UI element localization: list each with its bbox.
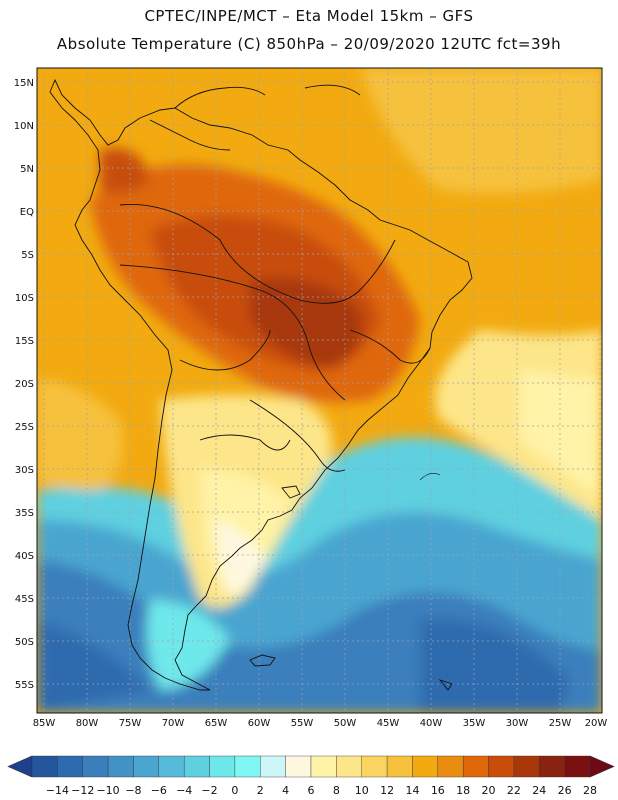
lon-label: 25W	[549, 718, 572, 729]
lon-label: 50W	[334, 718, 357, 729]
colorbar-swatch	[158, 755, 185, 778]
colorbar: −14 −12 −10 −8 −6 −4 −2 0 2 4 6 8 10 12 14 16 18 20 22 24 26…	[7, 755, 615, 797]
colorbar-label: 22	[507, 784, 521, 797]
colorbar-swatch	[488, 755, 515, 778]
colorbar-label: 10	[355, 784, 369, 797]
lat-label: 50S	[15, 637, 34, 648]
lon-label: 65W	[205, 718, 228, 729]
lat-label: 15N	[14, 78, 34, 89]
lat-label: 5S	[21, 250, 34, 261]
colorbar-swatch	[209, 755, 236, 778]
colorbar-swatch	[310, 755, 337, 778]
lon-label: 45W	[377, 718, 400, 729]
colorbar-label: −12	[71, 784, 94, 797]
colorbar-label: 26	[558, 784, 572, 797]
lon-label: 80W	[76, 718, 99, 729]
lat-label: 35S	[15, 508, 34, 519]
colorbar-label: 28	[583, 784, 597, 797]
colorbar-swatch	[82, 755, 109, 778]
colorbar-label: −6	[151, 784, 167, 797]
colorbar-label: −10	[96, 784, 119, 797]
lon-label: 40W	[420, 718, 443, 729]
lon-label: 35W	[463, 718, 486, 729]
colorbar-label: −4	[176, 784, 192, 797]
colorbar-swatch	[462, 755, 489, 778]
colorbar-swatch	[133, 755, 160, 778]
colorbar-swatch	[412, 755, 439, 778]
colorbar-label: −14	[46, 784, 69, 797]
lat-label: EQ	[20, 207, 34, 218]
lat-label: 40S	[15, 551, 34, 562]
colorbar-swatch	[539, 755, 565, 778]
lat-label: 5N	[20, 164, 34, 175]
colorbar-swatch	[260, 755, 286, 778]
longitude-axis: 85W 80W 75W 70W 65W 60W 55W 50W 45W 40W …	[33, 718, 608, 729]
lat-label: 45S	[15, 594, 34, 605]
colorbar-swatch	[336, 755, 362, 778]
colorbar-label: 16	[431, 784, 445, 797]
colorbar-label: 4	[282, 784, 289, 797]
colorbar-swatch	[183, 755, 210, 778]
graticule	[37, 68, 602, 713]
colorbar-label: 2	[257, 784, 264, 797]
lat-label: 20S	[15, 379, 34, 390]
lat-label: 30S	[15, 465, 34, 476]
lat-label: 55S	[15, 680, 34, 691]
latitude-axis: 15N 10N 5N EQ 5S 10S 15S 20S 25S 30S 35S…	[14, 78, 34, 691]
lon-label: 30W	[506, 718, 529, 729]
colorbar-swatch	[513, 755, 540, 778]
chart-title-line1: CPTEC/INPE/MCT – Eta Model 15km – GFS	[144, 7, 474, 25]
colorbar-swatch	[57, 755, 83, 778]
colorbar-swatch	[107, 755, 134, 778]
colorbar-swatch	[285, 755, 312, 778]
lat-label: 10S	[15, 293, 34, 304]
colorbar-label: 18	[456, 784, 470, 797]
colorbar-label: 24	[532, 784, 546, 797]
temperature-field	[37, 68, 602, 713]
colorbar-label: −2	[201, 784, 217, 797]
lon-label: 20W	[585, 718, 608, 729]
chart-title-line2: Absolute Temperature (C) 850hPa – 20/09/…	[56, 35, 562, 53]
lon-label: 75W	[119, 718, 142, 729]
lat-label: 10N	[14, 121, 34, 132]
lon-label: 85W	[33, 718, 56, 729]
lat-label: 15S	[15, 336, 34, 347]
colorbar-label: 6	[308, 784, 315, 797]
colorbar-label: 20	[482, 784, 496, 797]
colorbar-swatch	[437, 755, 464, 778]
coastlines	[49, 78, 473, 691]
colorbar-label: −8	[125, 784, 141, 797]
map-frame	[36, 67, 603, 714]
colorbar-max-arrow	[589, 755, 615, 778]
colorbar-swatch	[31, 755, 58, 778]
colorbar-swatch	[386, 755, 413, 778]
colorbar-label: 0	[231, 784, 238, 797]
colorbar-label: 8	[333, 784, 340, 797]
colorbar-label: 14	[405, 784, 419, 797]
lat-label: 25S	[15, 422, 34, 433]
lon-label: 55W	[291, 718, 314, 729]
colorbar-min-arrow	[7, 755, 33, 778]
colorbar-swatch	[361, 755, 388, 778]
colorbar-label: 12	[380, 784, 394, 797]
lon-label: 70W	[162, 718, 185, 729]
colorbar-swatch	[564, 755, 591, 778]
lon-label: 60W	[248, 718, 271, 729]
colorbar-swatch	[234, 755, 261, 778]
